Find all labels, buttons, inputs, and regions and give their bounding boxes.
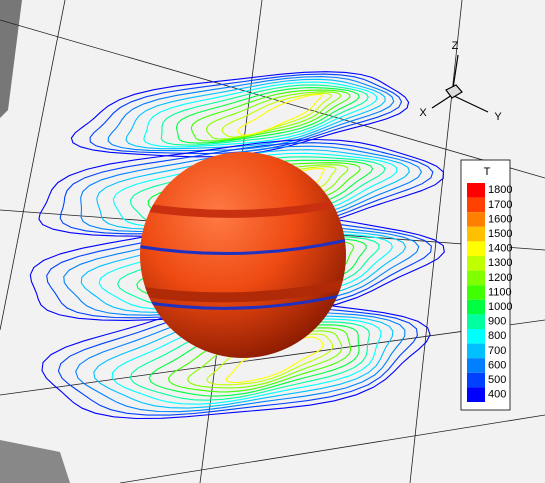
- legend-label: 400: [488, 389, 506, 401]
- legend-label: 1000: [488, 301, 512, 313]
- contour: [89, 73, 403, 155]
- legend-swatch: [467, 329, 485, 344]
- axis-label: Z: [452, 40, 459, 52]
- axis-triad: [431, 54, 489, 113]
- legend-swatch: [467, 285, 485, 300]
- legend-swatch: [467, 241, 485, 256]
- contour: [143, 81, 378, 148]
- legend-swatch: [467, 314, 485, 329]
- legend-label: 1200: [488, 272, 512, 284]
- contour: [237, 94, 324, 136]
- legend-label: 1500: [488, 228, 512, 240]
- legend-label: 1700: [488, 199, 512, 211]
- legend-label: 1800: [488, 184, 512, 196]
- legend-swatch: [467, 256, 485, 271]
- legend-label: 1100: [488, 286, 512, 298]
- contour: [107, 76, 395, 152]
- legend-swatch: [467, 212, 485, 227]
- legend-swatch: [467, 358, 485, 373]
- contour: [70, 71, 410, 158]
- legend-label: 600: [488, 359, 506, 371]
- contour: [160, 84, 369, 146]
- legend: T 1800 1700 1600 1500 1400 1300 1200 1100 1000 90…: [460, 159, 512, 411]
- legend-label: 900: [488, 316, 506, 328]
- legend-label: 1300: [488, 257, 512, 269]
- legend-swatch: [467, 343, 485, 359]
- legend-label: 1400: [488, 243, 512, 255]
- legend-swatch: [467, 183, 485, 198]
- legend-swatch: [467, 387, 485, 402]
- contour: [125, 78, 386, 150]
- legend-swatch: [467, 226, 485, 242]
- legend-swatch: [467, 270, 485, 286]
- floor-panel: [0, 440, 70, 483]
- legend-label: 500: [488, 374, 506, 386]
- legend-swatch: [467, 372, 485, 388]
- legend-title: T: [484, 166, 491, 178]
- contour: [221, 92, 333, 138]
- legend-swatch: [467, 299, 485, 315]
- wall-panel: [0, 0, 22, 118]
- contour: [175, 87, 360, 144]
- contour: [205, 91, 342, 140]
- axis-label: X: [419, 107, 427, 119]
- legend-label: 800: [488, 330, 506, 342]
- sphere: [140, 152, 346, 358]
- legend-label: 1600: [488, 213, 512, 225]
- legend-label: 700: [488, 345, 506, 357]
- contour: [190, 89, 351, 142]
- axis-label: Y: [494, 111, 502, 123]
- legend-swatch: [467, 197, 485, 213]
